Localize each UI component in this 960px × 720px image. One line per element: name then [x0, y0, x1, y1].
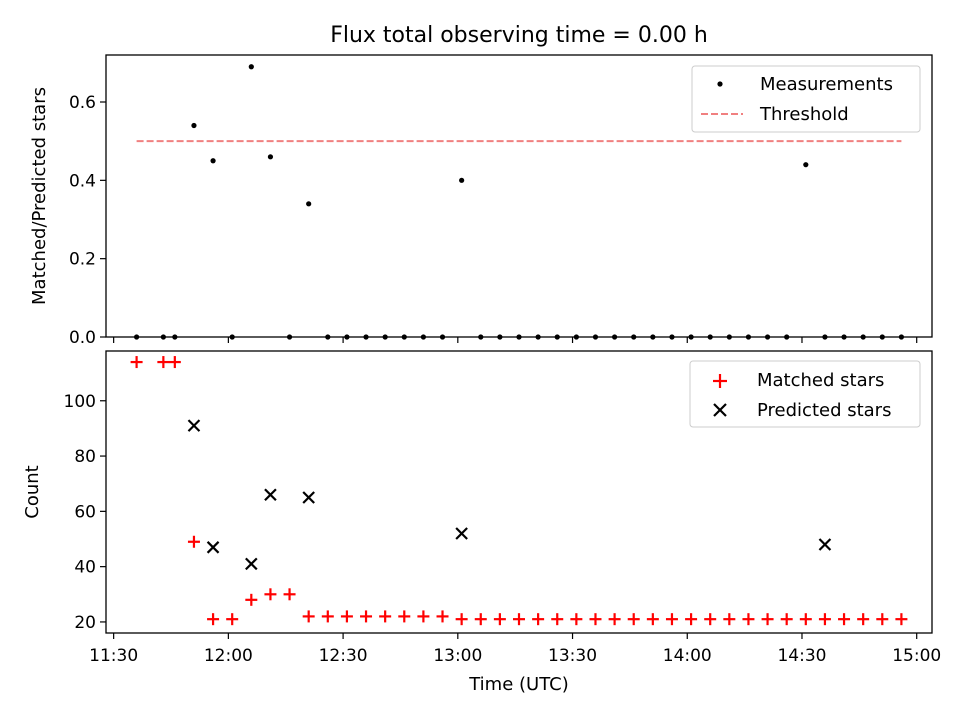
matched-stars-point [130, 356, 143, 369]
matched-stars-point [761, 613, 774, 626]
matched-stars-point [207, 613, 220, 626]
matched-stars-point [398, 610, 411, 623]
measurement-point [306, 201, 312, 207]
count-marks [130, 356, 908, 626]
matched-stars-point [455, 613, 468, 626]
predicted-stars-point [302, 491, 315, 504]
y-tick-label: 100 [64, 392, 96, 412]
x-tick-label: 13:30 [548, 646, 597, 666]
measurement-point [210, 158, 216, 164]
y-tick-label: 80 [74, 447, 96, 467]
matched-stars-point [436, 610, 449, 623]
legend-measurements-marker [717, 81, 723, 87]
matched-stars-point [340, 610, 353, 623]
ratio-legend: Measurements Threshold [691, 65, 921, 133]
matched-stars-point [799, 613, 812, 626]
predicted-stars-point [264, 488, 277, 502]
measurement-point [803, 162, 809, 168]
x-tick-label: 11:30 [89, 646, 138, 666]
matched-stars-point [570, 613, 583, 626]
legend-matched-marker [713, 374, 727, 388]
y-tick-label: 60 [74, 502, 96, 522]
matched-stars-point [876, 613, 889, 626]
matched-stars-point [417, 610, 430, 623]
matched-stars-point [474, 613, 487, 626]
predicted-stars-point [187, 419, 201, 432]
predicted-stars-point [245, 557, 258, 571]
matched-stars-point [646, 613, 659, 626]
ratio-axes-frame [105, 54, 933, 338]
legend-threshold-label: Threshold [759, 104, 849, 125]
count-y-ticks: 20 40 60 80 100 [64, 392, 106, 633]
predicted-stars-point [206, 541, 220, 554]
matched-stars-point [780, 613, 793, 626]
y-tick-label: 0.6 [69, 93, 96, 113]
y-tick-label: 0.0 [69, 328, 96, 348]
ratio-y-ticks: 0.0 0.2 0.4 0.6 [69, 93, 106, 348]
predicted-stars-point [455, 527, 468, 540]
y-tick-label: 20 [74, 613, 96, 633]
ratio-legend-box [691, 65, 921, 133]
count-axes-frame [105, 350, 933, 634]
predicted-stars-point [818, 538, 832, 551]
matched-stars-point [157, 356, 170, 369]
matched-stars-point [302, 610, 315, 623]
matched-stars-point [857, 613, 870, 626]
y-tick-label: 0.4 [69, 171, 96, 191]
count-legend: Matched stars Predicted stars [689, 360, 921, 428]
x-tick-label: 13:00 [433, 646, 482, 666]
matched-stars-point [168, 356, 181, 369]
matched-stars-point [551, 613, 564, 626]
matched-stars-point [838, 613, 851, 626]
matched-stars-point [187, 535, 200, 548]
matched-stars-point [627, 613, 640, 626]
measurement-point [267, 154, 274, 160]
legend-predicted-label: Predicted stars [757, 400, 891, 421]
x-tick-label: 14:30 [777, 646, 826, 666]
count-x-ticks: 11:30 12:00 12:30 13:00 13:30 14:00 14:30 15:00 [89, 633, 941, 666]
y-tick-label: 0.2 [69, 250, 96, 270]
matched-stars-point [589, 613, 602, 626]
matched-stars-point [360, 610, 373, 623]
count-legend-box [689, 360, 921, 428]
matched-stars-point [895, 613, 908, 626]
matched-stars-point [513, 613, 525, 626]
matched-stars-point [665, 613, 678, 626]
matched-stars-point [685, 613, 698, 626]
matched-stars-point [283, 588, 296, 601]
x-tick-label: 12:00 [204, 646, 253, 666]
matched-stars-point [742, 613, 755, 626]
x-axis-label: Time (UTC) [468, 674, 569, 695]
matched-stars-point [264, 588, 277, 601]
x-tick-label: 12:30 [319, 646, 368, 666]
count-panel: 20 40 60 80 100 11:30 12:00 12:30 13:00 13:30 14:… [22, 350, 941, 695]
matched-stars-point [493, 613, 506, 626]
ratio-panel: 0.0 0.2 0.4 0.6 Matched/Predicted stars Mea… [29, 54, 933, 348]
matched-stars-point [245, 593, 258, 606]
measurement-point [248, 64, 254, 70]
ratio-x-ticks [113, 337, 918, 343]
matched-stars-point [226, 613, 239, 626]
matched-stars-point [723, 613, 736, 626]
matched-stars-point [818, 613, 831, 626]
matched-stars-point [608, 613, 621, 626]
legend-predicted-marker [713, 403, 727, 417]
x-tick-label: 14:00 [663, 646, 712, 666]
matched-stars-point [379, 610, 392, 623]
matched-stars-point [532, 613, 545, 626]
chart-title: Flux total observing time = 0.00 h [330, 23, 708, 48]
legend-measurements-label: Measurements [760, 74, 893, 95]
y-tick-label: 40 [74, 558, 96, 578]
x-tick-label: 15:00 [892, 646, 941, 666]
matched-stars-point [321, 610, 334, 623]
measurement-point [191, 122, 197, 129]
matched-stars-point [704, 613, 717, 626]
count-y-axis-label: Count [22, 465, 43, 518]
measurement-point [459, 177, 465, 183]
legend-matched-label: Matched stars [757, 370, 884, 391]
ratio-y-axis-label: Matched/Predicted stars [29, 87, 50, 305]
